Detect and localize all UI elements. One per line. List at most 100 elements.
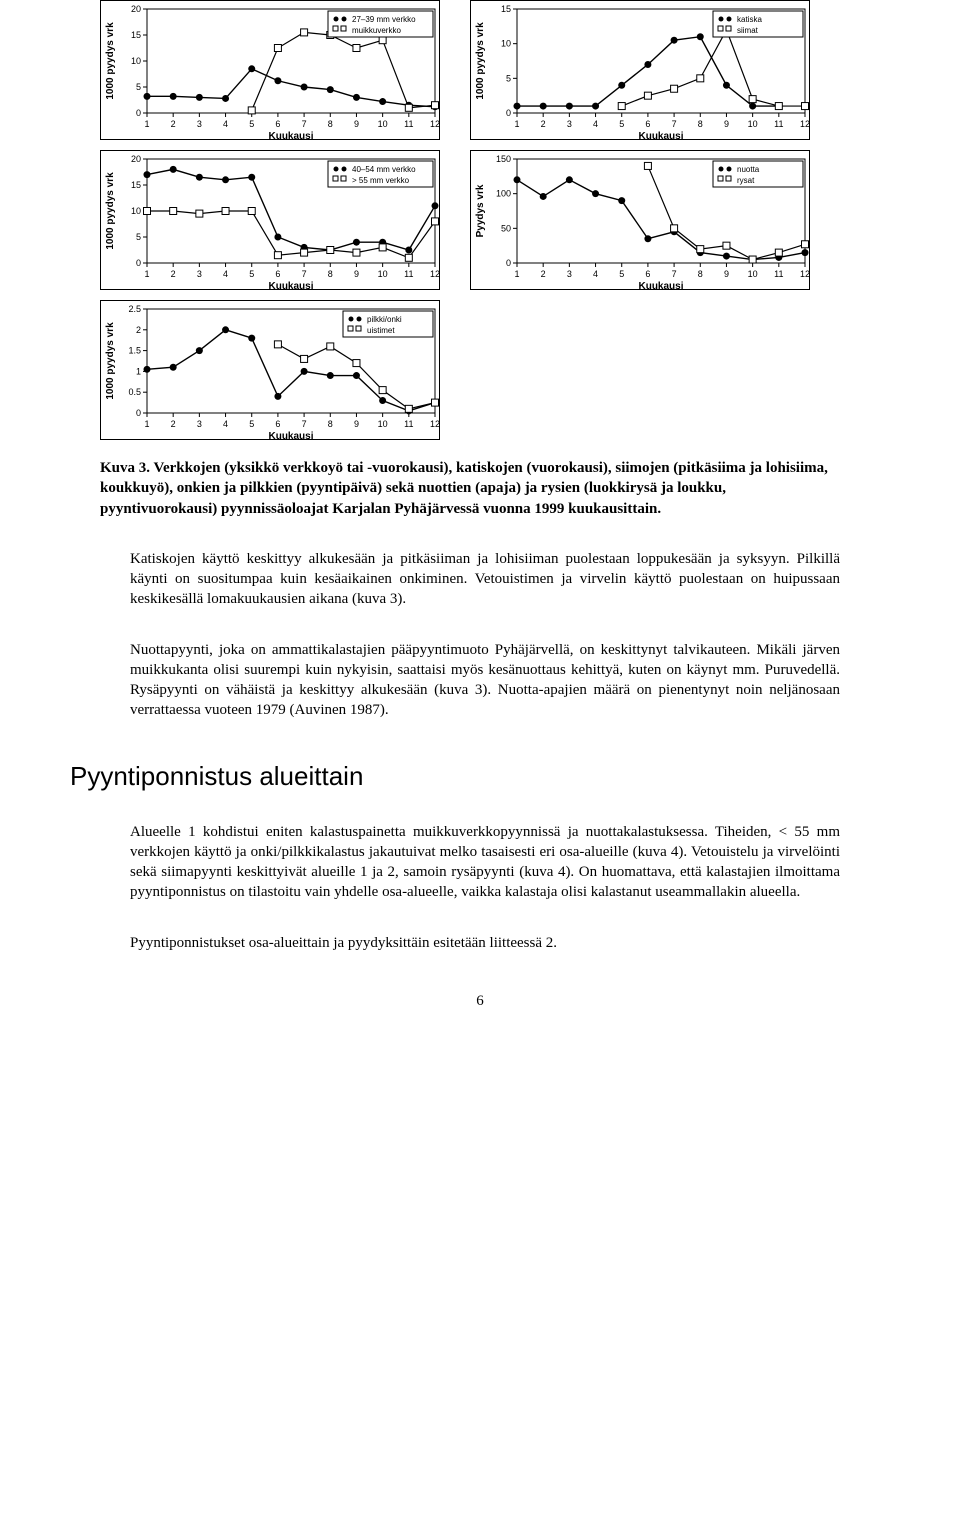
svg-text:1000 pyydys vrk: 1000 pyydys vrk bbox=[105, 172, 116, 250]
svg-text:> 55 mm verkko: > 55 mm verkko bbox=[352, 176, 410, 185]
chart-bottomleft: 00.511.522.5123456789101112Kuukausi1000 … bbox=[100, 300, 440, 440]
svg-text:5: 5 bbox=[619, 269, 624, 279]
svg-text:7: 7 bbox=[672, 269, 677, 279]
figure-caption: Kuva 3. Verkkojen (yksikkö verkkoyö tai … bbox=[0, 440, 960, 529]
svg-text:1000 pyydys vrk: 1000 pyydys vrk bbox=[105, 322, 116, 400]
svg-text:1000 pyydys vrk: 1000 pyydys vrk bbox=[105, 22, 116, 100]
svg-text:5: 5 bbox=[249, 269, 254, 279]
svg-text:12: 12 bbox=[430, 269, 440, 279]
svg-text:1000 pyydys vrk: 1000 pyydys vrk bbox=[475, 22, 486, 100]
svg-text:2.5: 2.5 bbox=[128, 304, 141, 314]
svg-text:1.5: 1.5 bbox=[128, 346, 141, 356]
svg-text:9: 9 bbox=[354, 419, 359, 429]
chart-midleft: 05101520123456789101112Kuukausi1000 pyyd… bbox=[100, 150, 440, 290]
chart-empty bbox=[470, 300, 810, 440]
svg-text:0: 0 bbox=[136, 108, 141, 118]
svg-text:15: 15 bbox=[131, 30, 141, 40]
svg-text:7: 7 bbox=[302, 269, 307, 279]
svg-text:15: 15 bbox=[501, 4, 511, 14]
svg-text:0.5: 0.5 bbox=[128, 387, 141, 397]
svg-text:2: 2 bbox=[171, 419, 176, 429]
svg-text:27–39 mm verkko: 27–39 mm verkko bbox=[352, 15, 416, 24]
svg-text:10: 10 bbox=[378, 419, 388, 429]
svg-text:2: 2 bbox=[171, 119, 176, 129]
svg-text:0: 0 bbox=[506, 108, 511, 118]
section-heading: Pyyntiponnistus alueittain bbox=[70, 761, 960, 792]
svg-text:20: 20 bbox=[131, 154, 141, 164]
svg-text:5: 5 bbox=[619, 119, 624, 129]
svg-text:pilkki/onki: pilkki/onki bbox=[367, 315, 402, 324]
svg-text:1: 1 bbox=[514, 119, 519, 129]
svg-text:4: 4 bbox=[223, 269, 228, 279]
chart-topright: 051015123456789101112Kuukausi1000 pyydys… bbox=[470, 0, 810, 140]
svg-text:15: 15 bbox=[131, 180, 141, 190]
svg-text:4: 4 bbox=[593, 119, 598, 129]
svg-text:5: 5 bbox=[136, 232, 141, 242]
svg-text:muikkuverkko: muikkuverkko bbox=[352, 26, 401, 35]
page-number: 6 bbox=[0, 993, 960, 1010]
svg-text:100: 100 bbox=[496, 189, 511, 199]
svg-text:0: 0 bbox=[506, 258, 511, 268]
svg-text:11: 11 bbox=[404, 119, 413, 129]
svg-text:12: 12 bbox=[800, 269, 810, 279]
svg-text:Pyydys vrk: Pyydys vrk bbox=[475, 184, 486, 237]
svg-text:0: 0 bbox=[136, 258, 141, 268]
svg-text:11: 11 bbox=[404, 269, 413, 279]
svg-text:1: 1 bbox=[514, 269, 519, 279]
svg-text:1: 1 bbox=[136, 366, 141, 376]
svg-text:rysat: rysat bbox=[737, 176, 755, 185]
svg-text:10: 10 bbox=[378, 269, 388, 279]
svg-text:11: 11 bbox=[774, 119, 783, 129]
svg-text:6: 6 bbox=[275, 269, 280, 279]
svg-text:12: 12 bbox=[430, 419, 440, 429]
svg-text:Kuukausi: Kuukausi bbox=[268, 131, 313, 141]
svg-text:2: 2 bbox=[136, 325, 141, 335]
svg-text:1: 1 bbox=[144, 119, 149, 129]
svg-text:2: 2 bbox=[541, 119, 546, 129]
svg-text:3: 3 bbox=[197, 419, 202, 429]
svg-text:0: 0 bbox=[136, 408, 141, 418]
svg-text:uistimet: uistimet bbox=[367, 326, 395, 335]
svg-text:4: 4 bbox=[223, 419, 228, 429]
svg-text:10: 10 bbox=[131, 56, 141, 66]
svg-text:1: 1 bbox=[144, 419, 149, 429]
svg-text:8: 8 bbox=[698, 269, 703, 279]
svg-text:10: 10 bbox=[131, 206, 141, 216]
svg-text:3: 3 bbox=[567, 119, 572, 129]
svg-text:12: 12 bbox=[800, 119, 810, 129]
svg-text:9: 9 bbox=[724, 269, 729, 279]
paragraph-2: Nuottapyynti, joka on ammattikalastajien… bbox=[0, 620, 960, 731]
svg-text:10: 10 bbox=[501, 39, 511, 49]
svg-text:1: 1 bbox=[144, 269, 149, 279]
svg-text:5: 5 bbox=[506, 73, 511, 83]
svg-text:9: 9 bbox=[724, 119, 729, 129]
svg-text:siimat: siimat bbox=[737, 26, 759, 35]
svg-text:3: 3 bbox=[567, 269, 572, 279]
svg-text:10: 10 bbox=[748, 119, 758, 129]
paragraph-1: Katiskojen käyttö keskittyy alkukesään j… bbox=[0, 529, 960, 620]
svg-text:4: 4 bbox=[593, 269, 598, 279]
svg-text:12: 12 bbox=[430, 119, 440, 129]
svg-text:40–54 mm verkko: 40–54 mm verkko bbox=[352, 165, 416, 174]
svg-text:Kuukausi: Kuukausi bbox=[268, 431, 313, 441]
svg-text:6: 6 bbox=[645, 269, 650, 279]
svg-text:Kuukausi: Kuukausi bbox=[268, 281, 313, 291]
paragraph-4: Pyyntiponnistukset osa-alueittain ja pyy… bbox=[0, 913, 960, 963]
svg-text:8: 8 bbox=[698, 119, 703, 129]
svg-text:nuotta: nuotta bbox=[737, 165, 760, 174]
chart-midright: 050100150123456789101112KuukausiPyydys v… bbox=[470, 150, 810, 290]
svg-text:150: 150 bbox=[496, 154, 511, 164]
svg-text:9: 9 bbox=[354, 269, 359, 279]
svg-text:2: 2 bbox=[171, 269, 176, 279]
svg-text:8: 8 bbox=[328, 419, 333, 429]
svg-text:10: 10 bbox=[748, 269, 758, 279]
chart-topleft: 05101520123456789101112Kuukausi1000 pyyd… bbox=[100, 0, 440, 140]
svg-text:7: 7 bbox=[302, 419, 307, 429]
svg-text:10: 10 bbox=[378, 119, 388, 129]
svg-text:7: 7 bbox=[302, 119, 307, 129]
svg-text:Kuukausi: Kuukausi bbox=[638, 281, 683, 291]
svg-text:11: 11 bbox=[404, 419, 413, 429]
svg-text:katiska: katiska bbox=[737, 15, 762, 24]
svg-text:5: 5 bbox=[136, 82, 141, 92]
paragraph-3: Alueelle 1 kohdistui eniten kalastuspain… bbox=[0, 802, 960, 913]
